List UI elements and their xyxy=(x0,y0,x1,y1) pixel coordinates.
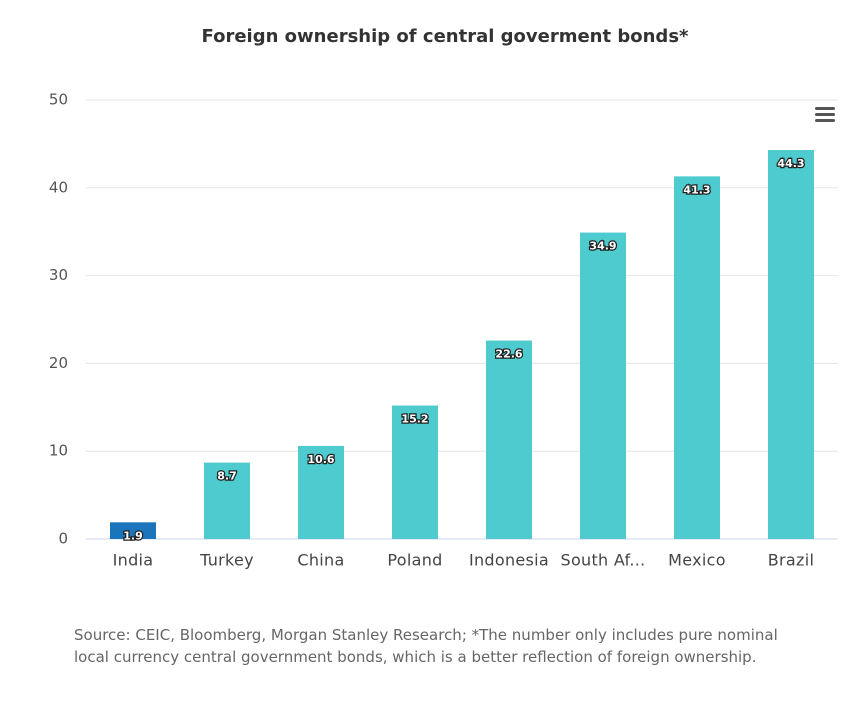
y-tick-label: 30 xyxy=(49,266,68,284)
bar xyxy=(768,150,814,539)
data-label: 10.6 xyxy=(307,453,334,466)
bar xyxy=(110,522,156,539)
data-label: 8.7 xyxy=(217,470,237,483)
data-label: 15.2 xyxy=(401,413,428,426)
x-tick-label: Mexico xyxy=(668,551,726,570)
menu-bar xyxy=(815,119,835,122)
data-label: 1.9 xyxy=(123,529,143,542)
x-tick-label: India xyxy=(113,551,154,570)
bar xyxy=(580,232,626,539)
x-tick-label: Poland xyxy=(387,551,442,570)
x-tick-label: South Af... xyxy=(561,551,646,570)
x-tick-label: Indonesia xyxy=(469,551,549,570)
y-tick-label: 0 xyxy=(58,530,68,548)
y-tick-label: 40 xyxy=(49,178,68,196)
y-tick-label: 50 xyxy=(49,91,68,109)
bar xyxy=(392,405,438,539)
data-label: 44.3 xyxy=(777,157,804,170)
bar xyxy=(204,462,250,539)
menu-bar xyxy=(815,107,835,110)
menu-button[interactable] xyxy=(815,107,835,122)
bar xyxy=(674,176,720,540)
y-tick-label: 10 xyxy=(49,442,68,460)
bar xyxy=(298,445,344,539)
source-note: Source: CEIC, Bloomberg, Morgan Stanley … xyxy=(74,626,778,666)
data-label: 41.3 xyxy=(683,183,710,196)
chart-title: Foreign ownership of central goverment b… xyxy=(202,26,690,47)
x-tick-label: Brazil xyxy=(768,551,814,570)
x-tick-label: China xyxy=(297,551,344,570)
menu-bar xyxy=(815,113,835,116)
y-tick-label: 20 xyxy=(49,354,68,372)
bar xyxy=(486,340,532,539)
data-label: 34.9 xyxy=(589,240,616,253)
x-tick-label: Turkey xyxy=(199,551,254,570)
data-label: 22.6 xyxy=(495,348,522,361)
